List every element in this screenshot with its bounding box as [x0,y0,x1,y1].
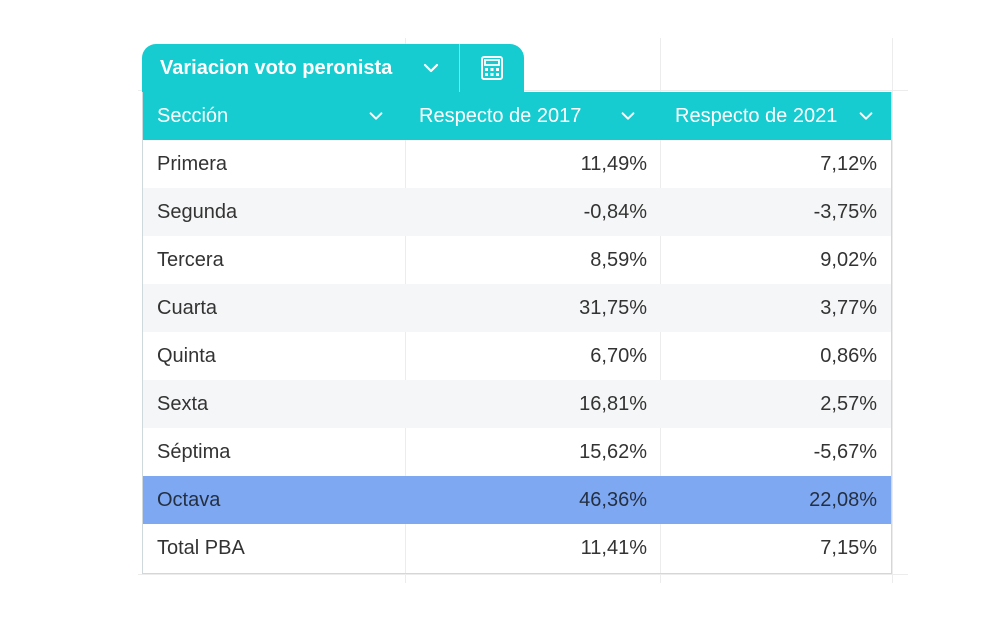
chevron-down-icon[interactable] [367,107,385,125]
cell-2017: -0,84% [583,200,647,223]
table-row[interactable]: Quinta 6,70% 0,86% [143,332,891,380]
cell-seccion: Séptima [157,440,231,463]
chevron-down-icon[interactable] [857,107,875,125]
table-row[interactable]: Primera 11,49% 7,12% [143,140,891,188]
cell-2021: 22,08% [809,488,877,511]
table-row-total[interactable]: Total PBA 11,41% 7,15% [143,524,891,572]
column-header-2017[interactable]: Respecto de 2017 [403,92,659,140]
chevron-down-icon[interactable] [421,58,441,78]
cell-2017: 8,59% [590,248,647,271]
cell-seccion: Cuarta [157,296,218,319]
cell-seccion: Sexta [157,392,209,415]
cell-2021: 2,57% [820,392,877,415]
cell-seccion: Octava [157,488,221,511]
table-row[interactable]: Sexta 16,81% 2,57% [143,380,891,428]
table-row[interactable]: Segunda -0,84% -3,75% [143,188,891,236]
cell-2021: -3,75% [813,200,877,223]
table-row[interactable]: Cuarta 31,75% 3,77% [143,284,891,332]
calculator-button[interactable] [460,44,524,92]
cell-2021: 3,77% [820,296,877,319]
column-header-label: Respecto de 2017 [419,104,582,127]
cell-2017: 16,81% [579,392,647,415]
table-row[interactable]: Séptima 15,62% -5,67% [143,428,891,476]
chevron-down-icon[interactable] [619,107,637,125]
cell-seccion: Quinta [157,344,216,367]
cell-seccion: Total PBA [157,536,245,559]
calculator-icon [481,56,503,80]
cell-seccion: Tercera [157,248,224,271]
cell-2021: 0,86% [820,344,877,367]
cell-2017: 15,62% [579,440,647,463]
column-header-seccion[interactable]: Sección [143,92,403,140]
cell-2017: 11,49% [580,152,647,175]
column-header-2021[interactable]: Respecto de 2021 [659,92,891,140]
cell-2021: -5,67% [813,440,877,463]
cell-2021: 7,12% [820,152,877,175]
table-tab-bar: Variacion voto peronista [142,44,524,92]
data-table: Sección Respecto de 2017 Respecto de 202… [142,92,892,574]
table-row[interactable]: Tercera 8,59% 9,02% [143,236,891,284]
grid-line [892,38,893,583]
table-selector-tab[interactable]: Variacion voto peronista [142,44,460,92]
cell-seccion: Segunda [157,200,238,223]
cell-2017: 11,41% [580,536,647,559]
table-header: Sección Respecto de 2017 Respecto de 202… [143,92,891,140]
cell-2017: 46,36% [579,488,647,511]
table-row-highlighted[interactable]: Octava 46,36% 22,08% [143,476,891,524]
cell-2021: 9,02% [820,248,877,271]
cell-2021: 7,15% [820,536,877,559]
grid-line [138,574,908,575]
column-header-label: Sección [157,104,229,127]
column-header-label: Respecto de 2021 [675,104,838,127]
cell-2017: 6,70% [590,344,647,367]
cell-2017: 31,75% [579,296,647,319]
table-selector-label: Variacion voto peronista [160,56,393,79]
cell-seccion: Primera [157,152,228,175]
